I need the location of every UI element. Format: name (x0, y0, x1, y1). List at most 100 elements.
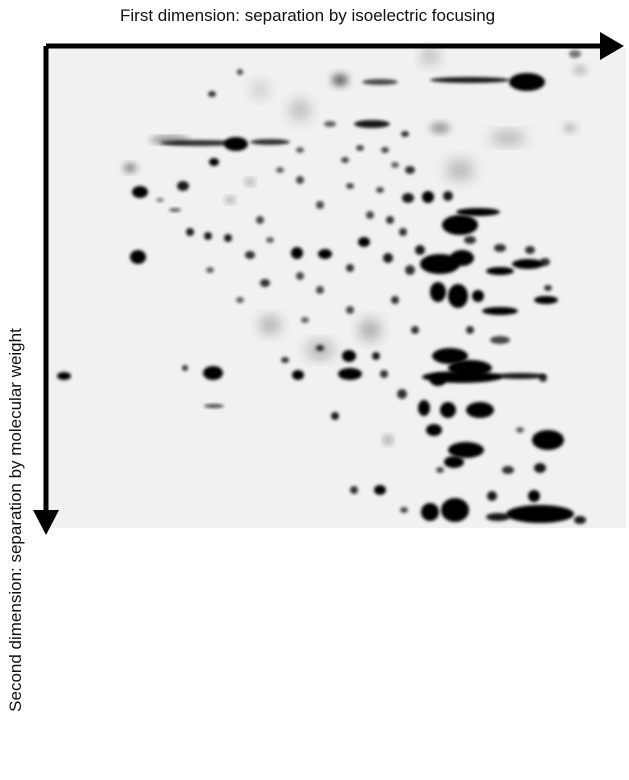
gel-image (33, 32, 626, 535)
protein-spot (209, 158, 219, 166)
protein-spot (399, 228, 407, 236)
protein-spot (402, 193, 414, 203)
protein-spot (296, 272, 304, 280)
protein-spot (296, 147, 304, 153)
protein-spots (57, 48, 586, 524)
protein-spot (574, 66, 586, 74)
protein-spot (397, 389, 407, 399)
protein-spot (426, 424, 442, 436)
protein-spot (346, 306, 354, 314)
protein-spot (372, 352, 380, 360)
protein-spot (281, 357, 289, 363)
protein-spot (246, 179, 254, 185)
protein-spot (487, 491, 497, 501)
protein-spot (432, 348, 468, 364)
protein-spot (260, 317, 280, 333)
protein-spot (346, 264, 354, 272)
protein-spot (252, 82, 268, 98)
protein-spot (472, 290, 484, 302)
protein-spot (450, 250, 474, 266)
protein-spot (266, 237, 274, 243)
protein-spot (57, 372, 71, 380)
two-dimensional-gel-diagram: First dimension: separation by isoelectr… (6, 6, 626, 712)
protein-spot (486, 267, 514, 275)
protein-spot (442, 215, 478, 235)
protein-spot (226, 197, 234, 203)
protein-spot (400, 507, 408, 513)
x-axis-arrowhead (600, 32, 624, 60)
protein-spot (204, 404, 224, 408)
protein-spot (422, 48, 438, 64)
protein-spot (391, 296, 399, 304)
protein-spot (332, 74, 348, 86)
protein-spot (341, 157, 349, 163)
protein-spot (316, 286, 324, 294)
protein-spot (358, 237, 370, 247)
protein-spot (411, 326, 419, 334)
protein-spot (430, 374, 446, 386)
protein-spot (422, 191, 434, 203)
protein-spot (430, 77, 510, 83)
protein-spot (446, 160, 474, 180)
protein-spot (324, 121, 336, 127)
protein-spot (441, 498, 469, 522)
protein-spot (316, 201, 324, 209)
y-axis-label: Second dimension: separation by molecula… (6, 328, 25, 712)
protein-spot (466, 326, 474, 334)
protein-spot (415, 245, 425, 255)
protein-spot (420, 254, 460, 274)
protein-spot (374, 485, 386, 495)
protein-spot (331, 412, 339, 420)
protein-spot (130, 250, 146, 264)
protein-spot (350, 486, 358, 494)
protein-spot (482, 307, 518, 315)
protein-spot (405, 265, 415, 275)
protein-spot (436, 467, 444, 473)
protein-spot (203, 366, 223, 380)
protein-spot (290, 100, 310, 120)
protein-spot (150, 137, 190, 143)
protein-spot (208, 91, 216, 97)
protein-spot (250, 139, 290, 145)
protein-spot (204, 232, 212, 240)
protein-spot (466, 402, 494, 418)
protein-spot (245, 251, 255, 259)
protein-spot (448, 284, 468, 308)
protein-spot (124, 164, 136, 172)
protein-spot (380, 370, 388, 378)
protein-spot (532, 430, 564, 450)
protein-spot (186, 228, 194, 236)
protein-spot (354, 120, 390, 128)
protein-spot (569, 50, 581, 58)
protein-spot (418, 400, 430, 416)
protein-spot (301, 317, 309, 323)
protein-spot (132, 186, 148, 198)
protein-spot (224, 234, 232, 242)
protein-spot (443, 191, 453, 201)
protein-spot (296, 176, 304, 184)
protein-spot (236, 297, 244, 303)
protein-spot (384, 436, 392, 444)
protein-spot (528, 490, 540, 502)
protein-spot (376, 187, 384, 193)
protein-spot (534, 296, 558, 304)
protein-spot (366, 211, 374, 219)
protein-spot (405, 166, 415, 174)
protein-spot (456, 208, 500, 216)
protein-spot (516, 427, 524, 433)
protein-spot (156, 198, 164, 202)
protein-spot (386, 216, 394, 224)
protein-spot (306, 342, 334, 358)
protein-spot (430, 282, 446, 302)
protein-spot (490, 132, 526, 144)
protein-spot (464, 236, 476, 244)
protein-spot (342, 350, 356, 362)
protein-spot (256, 216, 264, 224)
protein-spot (444, 456, 464, 468)
protein-spot (356, 145, 364, 151)
protein-spot (486, 513, 510, 521)
protein-spot (338, 368, 362, 380)
protein-spot (564, 124, 576, 132)
protein-spot (525, 246, 535, 254)
protein-spot (237, 69, 243, 75)
